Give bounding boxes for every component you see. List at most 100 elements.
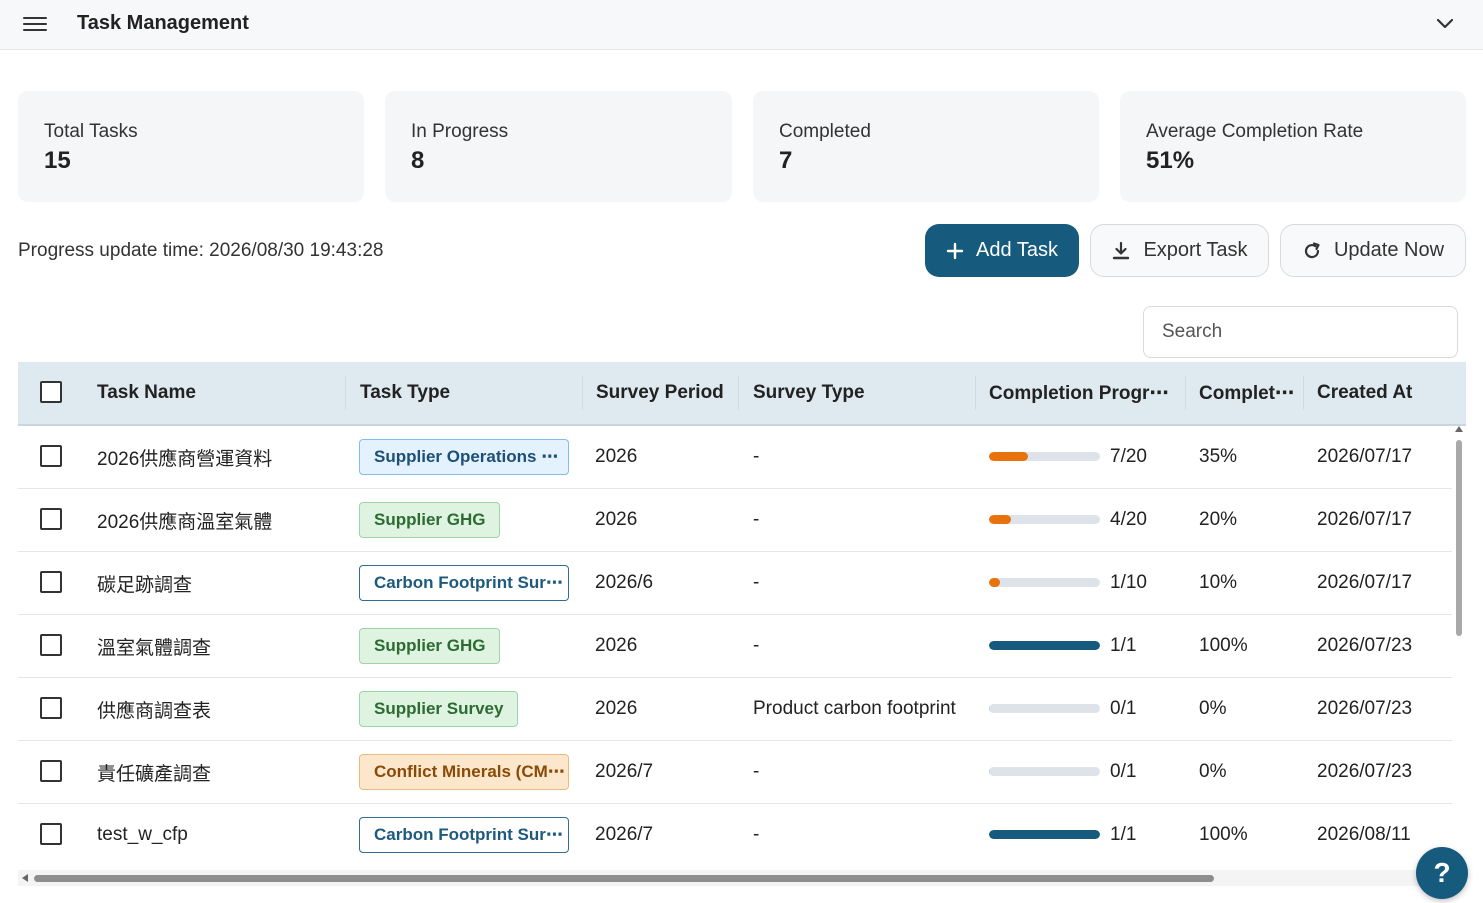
horizontal-scrollbar[interactable] xyxy=(18,870,1452,886)
completion-rate-cell: 100% xyxy=(1199,824,1248,845)
progress-bar-fill xyxy=(989,578,1001,587)
completion-rate-cell: 20% xyxy=(1199,509,1238,530)
table-row[interactable]: 碳足跡調查 Carbon Footprint Sur⋯ 2026/6 - 1/10 10%… xyxy=(18,552,1452,615)
survey-type-cell: - xyxy=(753,572,760,593)
completion-rate-cell: 100% xyxy=(1199,635,1248,656)
help-button[interactable]: ? xyxy=(1416,847,1468,899)
page-title: Task Management xyxy=(77,12,249,34)
column-header-survey-type[interactable]: Survey Type xyxy=(753,382,865,403)
stat-card-total: Total Tasks 15 xyxy=(18,91,364,202)
survey-type-cell: - xyxy=(753,761,760,782)
created-at-cell: 2026/07/17 xyxy=(1317,572,1413,593)
progress-count-cell: 0/1 xyxy=(1110,761,1137,782)
stat-card-average-rate: Average Completion Rate 51% xyxy=(1120,91,1466,202)
progress-bar-fill xyxy=(989,830,1100,839)
table-row[interactable]: 2026供應商溫室氣體 Supplier GHG 2026 - 4/20 20% 2026/… xyxy=(18,489,1452,552)
completion-rate-cell: 10% xyxy=(1199,572,1238,593)
created-at-cell: 2026/08/11 xyxy=(1317,824,1411,845)
update-now-button[interactable]: Update Now xyxy=(1280,224,1466,277)
progress-count-cell: 1/1 xyxy=(1110,635,1137,656)
progress-bar xyxy=(989,704,1100,713)
scroll-left-arrow-icon[interactable] xyxy=(22,874,28,882)
column-divider xyxy=(582,376,583,410)
survey-period-cell: 2026/6 xyxy=(595,572,654,593)
select-all-checkbox[interactable] xyxy=(40,381,62,403)
row-checkbox[interactable] xyxy=(40,823,62,845)
completion-rate-cell: 0% xyxy=(1199,698,1227,719)
column-divider xyxy=(1185,376,1186,410)
column-divider xyxy=(738,376,739,410)
task-type-chip: Supplier GHG xyxy=(359,628,501,664)
row-checkbox[interactable] xyxy=(40,508,62,530)
task-name-cell[interactable]: 2026供應商溫室氣體 xyxy=(97,511,273,533)
column-header-created-at[interactable]: Created At xyxy=(1317,382,1413,403)
task-name-cell[interactable]: test_w_cfp xyxy=(97,824,188,845)
export-task-label: Export Task xyxy=(1143,239,1248,261)
column-header-survey-period[interactable]: Survey Period xyxy=(596,382,724,403)
progress-bar-fill xyxy=(989,515,1012,524)
top-bar: Task Management xyxy=(0,0,1483,50)
survey-period-cell: 2026 xyxy=(595,509,638,530)
row-checkbox[interactable] xyxy=(40,571,62,593)
refresh-icon xyxy=(1304,241,1320,258)
progress-count-cell: 0/1 xyxy=(1110,698,1137,719)
table-row[interactable]: test_w_cfp Carbon Footprint Sur⋯ 2026/7 - 1/… xyxy=(18,804,1452,865)
progress-bar xyxy=(989,515,1100,524)
hamburger-menu-icon[interactable] xyxy=(22,13,48,35)
add-task-button[interactable]: Add Task xyxy=(925,224,1079,277)
row-checkbox[interactable] xyxy=(40,634,62,656)
task-name-cell[interactable]: 溫室氣體調查 xyxy=(97,637,212,659)
stat-value: 51% xyxy=(1146,147,1195,174)
vertical-scroll-thumb[interactable] xyxy=(1456,440,1462,636)
vertical-scrollbar[interactable] xyxy=(1452,426,1466,865)
progress-bar xyxy=(989,641,1100,650)
survey-type-cell: - xyxy=(753,446,760,467)
column-header-task-type[interactable]: Task Type xyxy=(360,382,451,403)
stat-label: Average Completion Rate xyxy=(1146,121,1364,142)
task-type-chip: Carbon Footprint Sur⋯ xyxy=(359,565,569,601)
table-row[interactable]: 責任礦產調查 Conflict Minerals (CM⋯ 2026/7 - 0/1 0%… xyxy=(18,741,1452,804)
search-input[interactable] xyxy=(1143,306,1458,358)
task-type-chip: Supplier Operations ⋯ xyxy=(359,439,569,475)
stat-label: In Progress xyxy=(411,121,509,142)
table-row[interactable]: 溫室氣體調查 Supplier GHG 2026 - 1/1 100% 2026/07/23 xyxy=(18,615,1452,678)
export-task-button[interactable]: Export Task xyxy=(1090,224,1269,277)
column-header-task-name[interactable]: Task Name xyxy=(97,382,196,403)
row-checkbox[interactable] xyxy=(40,445,62,467)
horizontal-scroll-thumb[interactable] xyxy=(34,875,1214,882)
task-name-cell[interactable]: 責任礦產調查 xyxy=(97,763,212,785)
progress-bar-fill xyxy=(989,452,1028,461)
row-checkbox[interactable] xyxy=(40,760,62,782)
survey-type-cell: - xyxy=(753,635,760,656)
table-header: Task Name Task Type Survey Period Survey… xyxy=(18,362,1466,426)
progress-update-time: Progress update time: 2026/08/30 19:43:2… xyxy=(18,240,384,261)
progress-count-cell: 7/20 xyxy=(1110,446,1147,467)
row-checkbox[interactable] xyxy=(40,697,62,719)
created-at-cell: 2026/07/23 xyxy=(1317,698,1413,719)
column-header-completion-rate[interactable]: Complet⋯ xyxy=(1199,382,1294,404)
column-header-completion-progress[interactable]: Completion Progr⋯ xyxy=(989,382,1169,404)
progress-bar-fill xyxy=(989,641,1100,650)
created-at-cell: 2026/07/23 xyxy=(1317,635,1413,656)
stat-card-in-progress: In Progress 8 xyxy=(385,91,732,202)
progress-bar-fill xyxy=(989,704,990,713)
survey-period-cell: 2026 xyxy=(595,698,638,719)
task-name-cell[interactable]: 碳足跡調查 xyxy=(97,574,193,596)
progress-bar xyxy=(989,830,1100,839)
completion-rate-cell: 0% xyxy=(1199,761,1227,782)
table-row[interactable]: 供應商調查表 Supplier Survey 2026 Product carbon … xyxy=(18,678,1452,741)
task-name-cell[interactable]: 供應商調查表 xyxy=(97,700,212,722)
chevron-down-icon[interactable] xyxy=(1433,13,1457,35)
stat-card-completed: Completed 7 xyxy=(753,91,1099,202)
survey-period-cell: 2026/7 xyxy=(595,761,654,782)
survey-type-cell: Product carbon footprint xyxy=(753,698,956,719)
table-row[interactable]: 2026供應商營運資料 Supplier Operations ⋯ 2026 - 7/2… xyxy=(18,426,1452,489)
task-table: Task Name Task Type Survey Period Survey… xyxy=(18,362,1466,865)
task-name-cell[interactable]: 2026供應商營運資料 xyxy=(97,448,273,470)
task-type-chip: Carbon Footprint Sur⋯ xyxy=(359,817,569,853)
task-type-chip: Conflict Minerals (CM⋯ xyxy=(359,754,569,790)
scroll-up-arrow-icon[interactable] xyxy=(1455,426,1463,432)
progress-bar xyxy=(989,767,1100,776)
task-type-chip: Supplier Survey xyxy=(359,691,519,727)
progress-bar-fill xyxy=(989,767,990,776)
